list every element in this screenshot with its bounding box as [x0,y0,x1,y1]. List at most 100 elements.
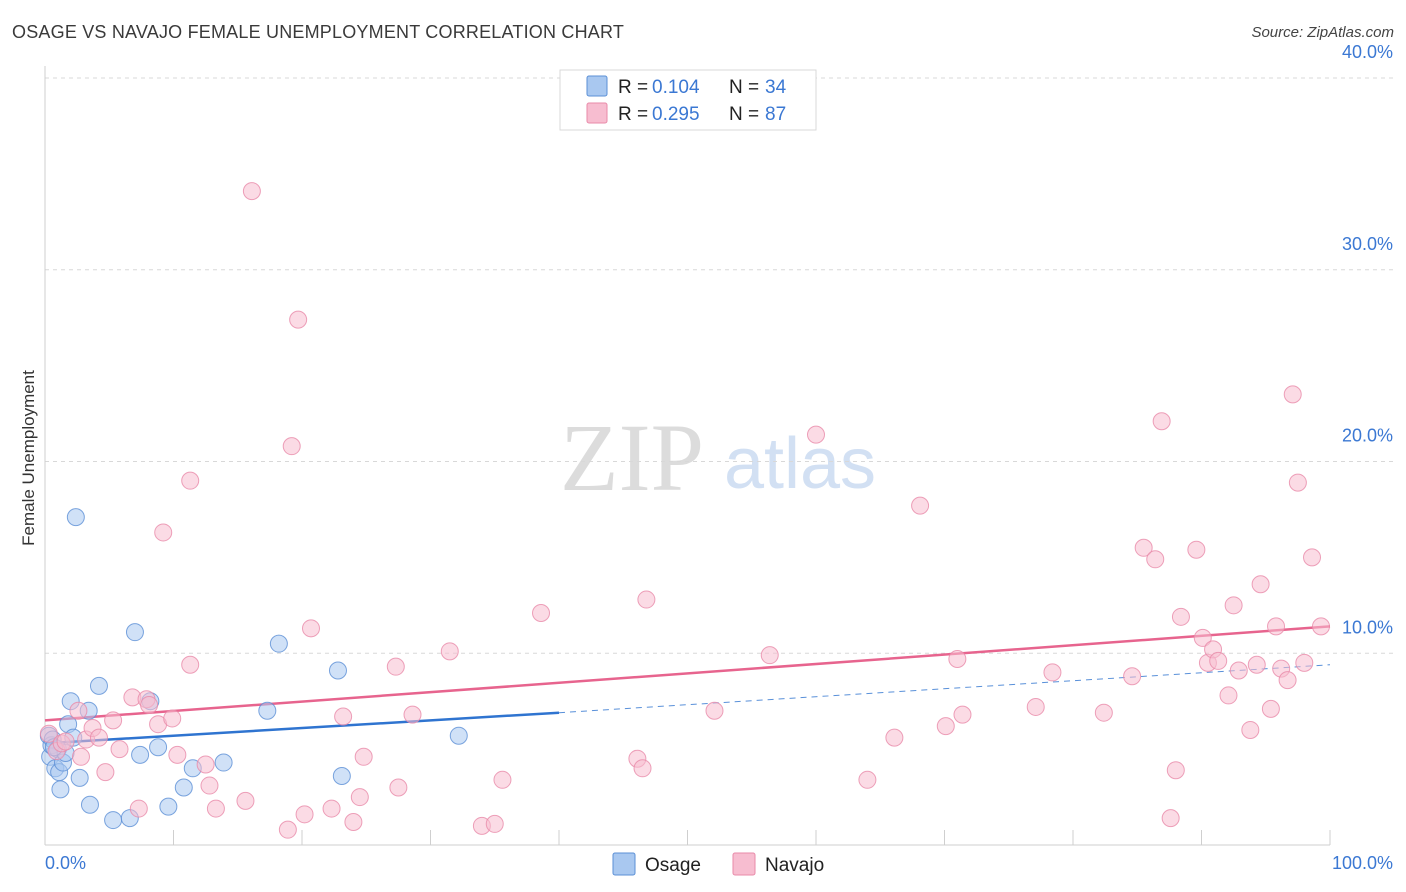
navajo-point [110,740,129,759]
navajo-point [104,711,123,730]
watermark-zip: ZIP [560,404,704,511]
legend-navajo-label: Navajo [765,855,824,876]
navajo-point [1123,667,1142,686]
navajo-point [1288,473,1307,492]
navajo-point [154,523,173,542]
osage-point [51,780,70,799]
watermark-atlas: atlas [724,424,876,504]
y-tick-label: 40.0% [1342,42,1393,62]
osage-point [332,766,351,785]
navajo-point [1209,651,1228,670]
navajo-point [1043,663,1062,682]
navajo-point [140,696,159,715]
navajo-point [242,182,261,201]
navajo-point [1171,607,1190,626]
osage-point [70,768,89,787]
navajo-point [948,650,967,669]
navajo-point [1134,538,1153,557]
navajo-point [71,747,90,766]
navajo-point [705,701,724,720]
navajo-point [282,437,301,456]
osage-point [125,623,144,642]
navajo-swatch [586,102,608,124]
navajo-point [89,728,108,747]
y-tick-label: 20.0% [1342,426,1393,446]
navajo-point [440,642,459,661]
navajo-point [493,770,512,789]
navajo-point [1261,699,1280,718]
navajo-point [1026,697,1045,716]
osage-point [131,745,150,764]
osage-point [159,797,178,816]
osage-trend-line [44,711,560,745]
navajo-point [181,655,200,674]
axes: 10.0% 20.0% 30.0% 40.0% 0.0% 100.0% [44,42,1393,873]
navajo-point [1152,412,1171,431]
navajo-point [1303,548,1322,567]
navajo-point [532,603,551,622]
navajo-point [911,496,930,515]
navajo-point [334,707,353,726]
navajo-point [1219,686,1238,705]
navajo-point [386,657,405,676]
navajo-r-label: R = [618,104,648,125]
navajo-point [39,724,58,743]
trend-lines [44,625,1331,745]
navajo-point [637,590,656,609]
osage-point [174,778,193,797]
navajo-point [1146,550,1165,569]
navajo-point [344,812,363,831]
navajo-point [295,805,314,824]
navajo-point [1283,385,1302,404]
navajo-point [1267,617,1286,636]
navajo-point [56,732,75,751]
osage-trend-extension [558,664,1331,714]
navajo-point [163,709,182,728]
navajo-point [1161,809,1180,828]
navajo-point [1229,661,1248,680]
osage-point [149,738,168,757]
navajo-point [403,705,422,724]
stats-legend-box: R = 0.104 N = 34 R = 0.295 N = 87 [559,69,817,131]
osage-point [328,661,347,680]
navajo-point [633,759,652,778]
navajo-point [1241,720,1260,739]
navajo-point [278,820,297,839]
navajo-point [1247,655,1266,674]
navajo-point [206,799,225,818]
navajo-point [350,788,369,807]
navajo-point [196,755,215,774]
navajo-point [129,799,148,818]
chart-source: Source: ZipAtlas.com [1251,24,1394,41]
navajo-point [289,310,308,329]
legend-navajo-swatch [732,852,756,876]
x-tick-label: 0.0% [45,853,86,873]
navajo-point [96,763,115,782]
navajo-point [301,619,320,638]
osage-point [269,634,288,653]
navajo-n-value: 87 [765,104,786,125]
navajo-point [1295,653,1314,672]
osage-point [258,701,277,720]
osage-r-label: R = [618,77,648,98]
navajo-point [1278,671,1297,690]
osage-point [214,753,233,772]
navajo-point [1312,617,1331,636]
navajo-point [200,776,219,795]
navajo-point [953,705,972,724]
osage-n-label: N = [729,77,759,98]
osage-point [80,795,99,814]
osage-point [66,508,85,527]
osage-n-value: 34 [765,77,787,98]
navajo-point [1094,703,1113,722]
osage-point [449,726,468,745]
navajo-point [760,646,779,665]
osage-point [89,676,108,695]
navajo-point [389,778,408,797]
legend-osage-swatch [612,852,636,876]
x-tick-label: 100.0% [1332,853,1393,873]
navajo-trend-line [44,625,1331,722]
stats-row-navajo: R = 0.295 N = 87 [586,102,786,125]
grid [45,77,1394,654]
osage-r-value: 0.104 [652,77,700,98]
